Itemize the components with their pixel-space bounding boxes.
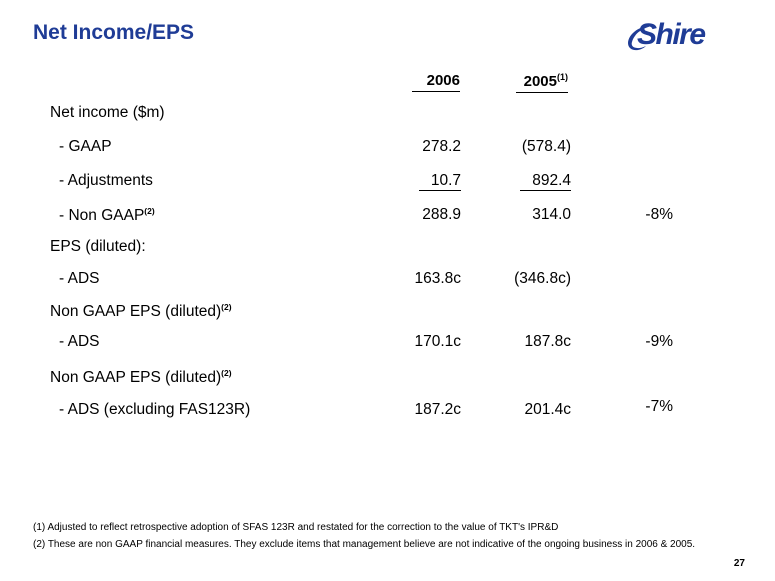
header-2006-label: 2006	[426, 72, 460, 89]
footnote-1: (1) Adjusted to reflect retrospective ad…	[33, 522, 559, 533]
logo-text: Shire	[637, 18, 706, 51]
page-title: Net Income/EPS	[33, 21, 195, 44]
value-2005: 201.4c	[524, 401, 571, 418]
row-label: - ADS	[59, 333, 100, 350]
row-label: - ADS	[59, 270, 100, 287]
header-2005-label: 2005	[523, 73, 557, 90]
table-row: - GAAP 278.2 (578.4)	[0, 138, 775, 162]
value-2005: 892.4	[520, 172, 571, 191]
row-label: - ADS (excluding FAS123R)	[59, 401, 251, 418]
footnote-marker: (2)	[221, 302, 232, 312]
row-label: - Adjustments	[59, 172, 153, 189]
column-header-2006: 2006	[412, 72, 460, 92]
table-row: Net income ($m)	[0, 104, 775, 128]
value-2006: 187.2c	[414, 401, 461, 418]
shire-logo: Shire	[622, 18, 722, 54]
row-label: - GAAP	[59, 138, 112, 155]
table-row: - Non GAAP(2) 288.9 314.0 -8%	[0, 206, 775, 230]
table-row: - ADS 163.8c (346.8c)	[0, 270, 775, 294]
footnote-marker: (2)	[144, 206, 155, 216]
column-header-2005: 2005(1)	[516, 72, 568, 93]
page-number: 27	[733, 558, 745, 569]
value-2006: 163.8c	[414, 270, 461, 287]
row-label: - Non GAAP(2)	[59, 206, 155, 224]
row-label: Non GAAP EPS (diluted)(2)	[50, 368, 232, 386]
value-2006: 278.2	[422, 138, 461, 155]
header-2005-footnote: (1)	[557, 72, 568, 82]
table-row: - ADS 170.1c 187.8c -9%	[0, 333, 775, 357]
table-row: EPS (diluted):	[0, 238, 775, 262]
table-row: Non GAAP EPS (diluted)(2)	[0, 368, 775, 392]
value-2005: 187.8c	[524, 333, 571, 350]
change-percent: -8%	[645, 206, 673, 223]
change-percent: -7%	[645, 398, 673, 415]
table-row: Non GAAP EPS (diluted)(2)	[0, 302, 775, 326]
value-2006: 288.9	[422, 206, 461, 223]
row-label: Net income ($m)	[50, 104, 165, 121]
swoosh-icon	[628, 26, 652, 51]
footnote-2: (2) These are non GAAP financial measure…	[33, 539, 696, 550]
row-label: EPS (diluted):	[50, 238, 146, 255]
value-2006: 10.7	[418, 172, 461, 191]
table-row: - ADS (excluding FAS123R) 187.2c 201.4c …	[0, 398, 775, 425]
value-2005: 314.0	[532, 206, 571, 223]
value-2006: 170.1c	[414, 333, 461, 350]
table-row: - Adjustments 10.7 892.4	[0, 172, 775, 196]
change-percent: -9%	[645, 333, 673, 350]
footnote-marker: (2)	[221, 368, 232, 378]
value-2005: (346.8c)	[514, 270, 571, 287]
row-label: Non GAAP EPS (diluted)(2)	[50, 302, 232, 320]
value-2005: (578.4)	[521, 138, 571, 155]
